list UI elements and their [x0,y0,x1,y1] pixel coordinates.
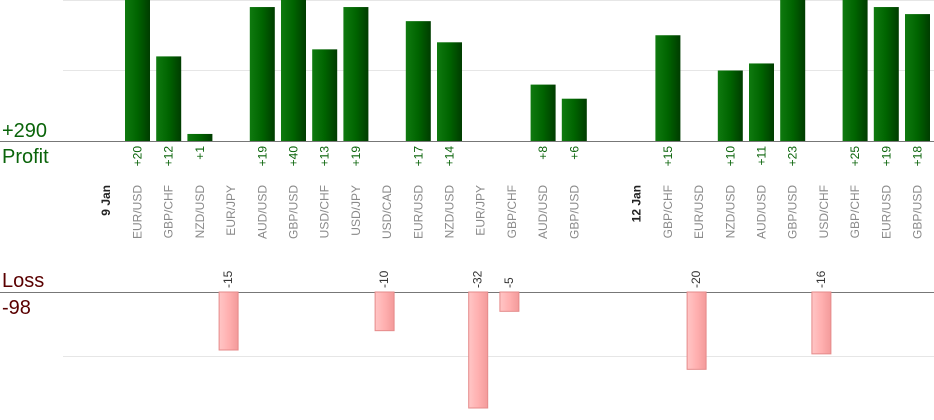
pair-label: GBP/USD [567,185,581,239]
profit-bar [125,0,150,141]
pair-label: GBP/CHF [505,185,519,238]
loss-value-label: -16 [814,270,828,288]
profit-value-label: +17 [411,146,425,167]
pair-label: USD/CHF [817,185,831,238]
pair-label: GBP/CHF [848,185,862,238]
profit-bar [249,7,275,141]
pair-label: NZD/USD [193,185,207,239]
pair-label: NZD/USD [443,185,457,239]
pair-label: NZD/USD [723,185,737,239]
loss-bar [686,291,707,370]
profit-value-label: +1 [193,146,207,160]
profit-value-label: +18 [911,146,925,167]
profit-value-label: +23 [786,146,800,167]
pair-label: GBP/USD [287,185,301,239]
profit-value-label: +12 [162,146,176,167]
loss-label: Loss [2,270,44,292]
profit-bar [842,0,868,141]
profit-value-label: +19 [255,146,269,167]
pair-label: GBP/USD [786,185,800,239]
profit-value-label: +19 [349,146,363,167]
pair-label: GBP/CHF [162,185,176,238]
profit-value-label: +6 [567,146,581,160]
profit-value-label: +14 [443,146,457,167]
profit-value-label: +11 [755,146,769,166]
loss-bar [811,291,832,355]
profit-bar [156,56,182,141]
pair-label: EUR/USD [692,185,706,239]
profit-value-label: +25 [848,146,862,167]
profit-bar [187,133,213,141]
loss-total: -98 [2,297,31,319]
profit-value-label: +8 [536,146,550,160]
profit-total: +290 [2,120,47,142]
pair-label: AUD/USD [255,185,269,239]
profit-label: Profit [2,146,49,168]
pair-label: GBP/USD [911,185,925,239]
pair-label: EUR/JPY [224,185,238,236]
pair-label: AUD/USD [755,185,769,239]
pair-label: EUR/JPY [474,185,488,236]
pair-label: USD/CHF [318,185,332,238]
pair-label: USD/JPY [349,185,363,236]
profit-value-label: +19 [879,146,893,167]
profit-bar [873,7,899,141]
profit-bar [780,0,806,141]
profit-bar [343,7,369,141]
loss-bar [374,291,395,332]
loss-bar [218,291,239,351]
pair-label: USD/CAD [380,185,394,239]
profit-bar [561,98,587,141]
loss-value-label: -20 [689,270,703,288]
profit-bar [749,63,774,142]
profit-value-label: +20 [131,146,145,167]
profit-value-label: +15 [661,146,675,167]
loss-bar [468,291,489,409]
profit-bar [655,35,681,141]
profit-bar [281,0,306,141]
loss-value-label: -32 [471,270,485,288]
profit-value-label: +40 [287,146,301,167]
pair-label: EUR/USD [879,185,893,239]
profit-value-label: +13 [318,146,332,167]
profit-bar [905,14,930,142]
pair-label: GBP/CHF [661,185,675,238]
loss-value-label: -15 [221,270,235,288]
loss-bar [499,291,520,312]
loss-value-label: -10 [377,270,391,288]
profit-bar [530,84,556,141]
profit-bar [717,70,743,141]
loss-value-label: -5 [502,277,516,288]
profit-value-label: +10 [723,146,737,167]
date-marker: 12 Jan [629,185,643,222]
date-marker: 9 Jan [99,185,113,216]
pair-label: AUD/USD [536,185,550,239]
profit-bar [437,42,462,141]
pair-label: EUR/USD [411,185,425,239]
profit-bar [312,49,338,141]
pair-label: EUR/USD [131,185,145,239]
profit-bar [405,21,431,141]
